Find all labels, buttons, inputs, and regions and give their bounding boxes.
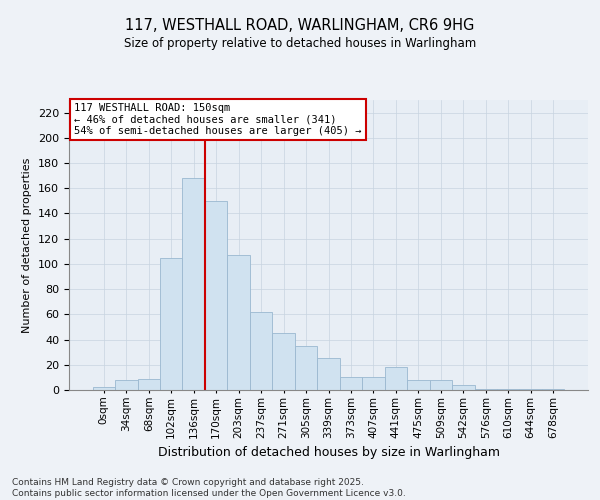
Bar — [430, 380, 452, 390]
Text: Size of property relative to detached houses in Warlingham: Size of property relative to detached ho… — [124, 38, 476, 51]
Bar — [137, 378, 160, 390]
Bar — [272, 334, 295, 390]
Y-axis label: Number of detached properties: Number of detached properties — [22, 158, 32, 332]
Bar — [497, 388, 520, 390]
Bar — [407, 380, 430, 390]
Bar — [362, 378, 385, 390]
Text: 117 WESTHALL ROAD: 150sqm
← 46% of detached houses are smaller (341)
54% of semi: 117 WESTHALL ROAD: 150sqm ← 46% of detac… — [74, 103, 362, 136]
Bar — [295, 346, 317, 390]
Bar — [92, 388, 115, 390]
Bar — [520, 388, 542, 390]
Bar — [317, 358, 340, 390]
Bar — [250, 312, 272, 390]
Bar — [542, 388, 565, 390]
Bar — [340, 378, 362, 390]
Bar — [182, 178, 205, 390]
Bar — [115, 380, 137, 390]
X-axis label: Distribution of detached houses by size in Warlingham: Distribution of detached houses by size … — [157, 446, 499, 459]
Bar — [227, 255, 250, 390]
Bar — [205, 201, 227, 390]
Text: 117, WESTHALL ROAD, WARLINGHAM, CR6 9HG: 117, WESTHALL ROAD, WARLINGHAM, CR6 9HG — [125, 18, 475, 32]
Bar — [475, 388, 497, 390]
Bar — [452, 385, 475, 390]
Bar — [160, 258, 182, 390]
Bar — [385, 368, 407, 390]
Text: Contains HM Land Registry data © Crown copyright and database right 2025.
Contai: Contains HM Land Registry data © Crown c… — [12, 478, 406, 498]
